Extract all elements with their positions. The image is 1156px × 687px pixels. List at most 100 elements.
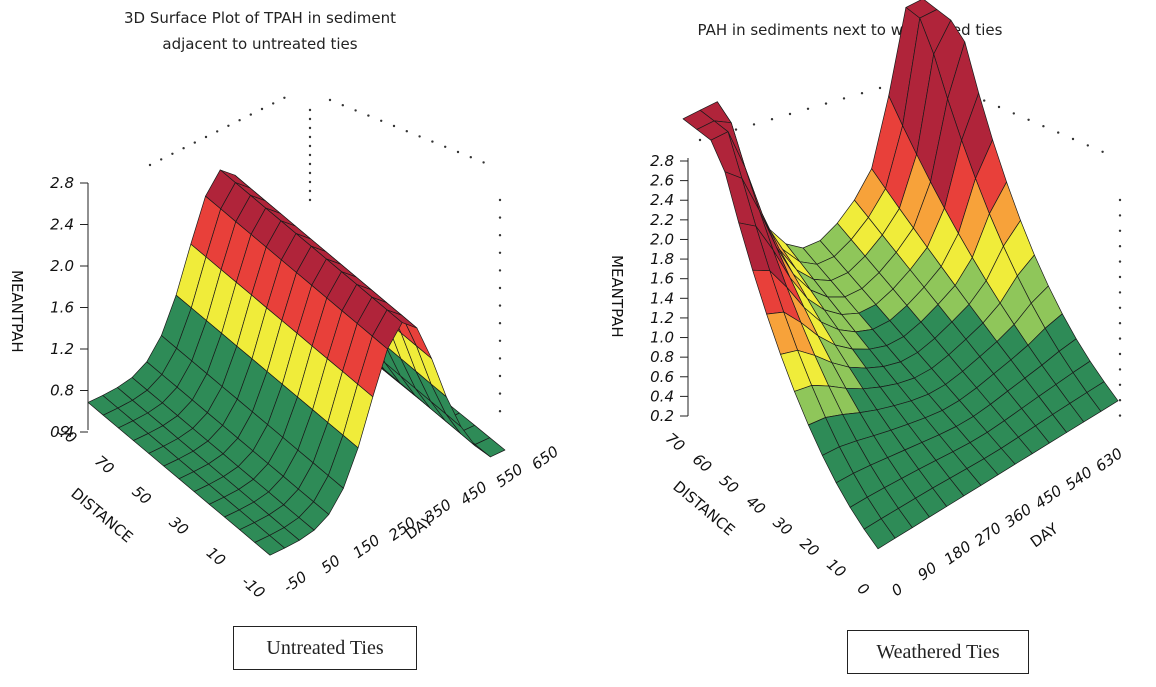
right-box-dot bbox=[1118, 383, 1122, 386]
left-surface bbox=[87, 169, 506, 556]
right-x-tick-label: 90 bbox=[914, 558, 940, 584]
left-box-dot bbox=[308, 135, 312, 139]
right-y-tick-label: 60 bbox=[689, 450, 715, 476]
left-box-dot bbox=[367, 114, 370, 117]
left-z-tick-label: 0.8 bbox=[50, 382, 74, 400]
left-box-dot bbox=[444, 145, 447, 148]
left-chart-title: 3D Surface Plot of TPAH in sediment adja… bbox=[40, 5, 480, 57]
right-y-tick-label: 30 bbox=[770, 513, 796, 539]
left-box-dot bbox=[171, 152, 174, 155]
left-box-dot bbox=[392, 124, 396, 128]
right-box-dot bbox=[1118, 198, 1122, 202]
right-z-tick-label: 2.8 bbox=[650, 152, 674, 170]
right-box-dot bbox=[983, 99, 986, 102]
left-z-tick-label: 0.4 bbox=[50, 423, 74, 441]
right-x-tick-label: 270 bbox=[971, 519, 1005, 550]
left-x-tick-label: -50 bbox=[280, 568, 310, 597]
left-caption-box: Untreated Ties bbox=[233, 626, 417, 670]
right-box-dot bbox=[1027, 118, 1030, 122]
left-box-dot bbox=[498, 269, 502, 272]
left-box-dot bbox=[456, 150, 460, 154]
right-y-tick-label: 70 bbox=[662, 429, 688, 455]
right-box-dot bbox=[734, 128, 738, 131]
right-x-tick-label: 540 bbox=[1062, 463, 1096, 494]
right-box-dot bbox=[1086, 144, 1090, 147]
right-box-dot bbox=[860, 92, 864, 95]
right-box-dot bbox=[1118, 214, 1122, 217]
left-box-dot bbox=[498, 234, 502, 237]
right-surface-cell bbox=[863, 518, 896, 550]
right-z-tick-label: 0.2 bbox=[650, 407, 674, 425]
left-box-outline bbox=[148, 96, 502, 413]
right-box-dot bbox=[1118, 260, 1122, 263]
left-x-tick-label: 650 bbox=[528, 442, 562, 473]
right-z-tick-label: 1.2 bbox=[650, 309, 674, 327]
left-box-dot bbox=[272, 102, 275, 105]
left-box-dot bbox=[308, 189, 312, 193]
left-z-tick-label: 2.4 bbox=[50, 216, 74, 234]
left-y-tick-label: 50 bbox=[129, 482, 155, 508]
left-box-dot bbox=[405, 130, 408, 133]
right-y-tick-label: 0 bbox=[854, 579, 873, 599]
left-box-dot bbox=[482, 161, 485, 164]
right-box-dot bbox=[824, 102, 828, 105]
left-y-tick-label: 70 bbox=[91, 452, 117, 478]
right-box-dot bbox=[1101, 150, 1104, 153]
right-z-tick-label: 2.0 bbox=[650, 231, 674, 249]
right-box-dot bbox=[770, 118, 774, 121]
right-caption-text: Weathered Ties bbox=[876, 641, 1000, 663]
left-box-dot bbox=[148, 163, 152, 167]
left-box-dot bbox=[498, 286, 502, 290]
right-box-dot bbox=[698, 138, 702, 142]
right-box-dot bbox=[1057, 131, 1060, 134]
left-box-dot bbox=[204, 135, 208, 139]
left-box-dot bbox=[238, 119, 241, 122]
right-x-tick-label: 630 bbox=[1092, 444, 1126, 475]
right-z-tick-label: 1.6 bbox=[650, 270, 674, 288]
right-box-dot bbox=[1071, 137, 1075, 141]
left-box-dot bbox=[341, 104, 344, 107]
left-box-dot bbox=[260, 107, 264, 111]
left-box-dot bbox=[182, 147, 185, 150]
left-x-tick-label: 50 bbox=[318, 551, 344, 577]
left-box-dot bbox=[354, 109, 357, 112]
left-box-dot bbox=[308, 144, 312, 148]
left-caption-text: Untreated Ties bbox=[266, 637, 384, 659]
left-box-dot bbox=[160, 158, 163, 161]
left-box-dot bbox=[498, 374, 502, 378]
left-box-dot bbox=[308, 171, 312, 175]
left-box-dot bbox=[498, 304, 502, 307]
left-box-dot bbox=[216, 130, 219, 133]
right-box-dot bbox=[1042, 125, 1045, 128]
left-box-dot bbox=[498, 251, 502, 254]
left-box-dot bbox=[418, 135, 421, 138]
left-y-tick-label: 30 bbox=[166, 513, 192, 539]
right-y-tick-label: 10 bbox=[823, 555, 849, 581]
right-z-ticks: 0.2 0.40.6 0.81.0 1.2 1.41.6 1.82.0 2.2 2.42.6 2… bbox=[650, 152, 689, 425]
right-z-tick-label: 0.4 bbox=[650, 387, 674, 405]
left-box-dot bbox=[469, 156, 472, 159]
right-box-dot bbox=[1118, 275, 1122, 279]
left-box-dot bbox=[308, 180, 312, 184]
left-z-tick-label: 2.0 bbox=[50, 257, 74, 275]
right-caption-box: Weathered Ties bbox=[847, 630, 1029, 674]
right-box-dot bbox=[806, 107, 810, 111]
right-surface bbox=[682, 0, 1119, 550]
right-y-tick-label: 20 bbox=[796, 534, 822, 560]
right-z-tick-label: 1.4 bbox=[650, 289, 674, 307]
left-box-dot bbox=[308, 126, 312, 130]
right-box-dot bbox=[1118, 352, 1122, 356]
right-box-dot bbox=[788, 112, 792, 116]
left-box-dot bbox=[308, 198, 312, 202]
left-y-tick-label: 10 bbox=[203, 544, 229, 570]
right-x-tick-label: 450 bbox=[1032, 481, 1066, 512]
left-box-dot bbox=[283, 96, 286, 100]
right-box-dot bbox=[997, 105, 1001, 109]
left-y-axis-label: DISTANCE bbox=[67, 484, 136, 546]
left-box-dot bbox=[498, 392, 502, 395]
right-z-tick-label: 0.6 bbox=[650, 368, 674, 386]
left-box-dot bbox=[498, 216, 502, 219]
left-box-dot bbox=[308, 162, 312, 166]
